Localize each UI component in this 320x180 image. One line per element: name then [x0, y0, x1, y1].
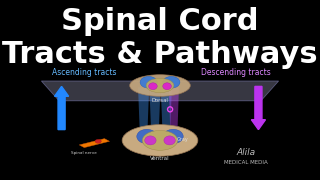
Ellipse shape — [122, 125, 198, 156]
Text: Alila: Alila — [236, 148, 255, 157]
Ellipse shape — [163, 83, 171, 90]
Ellipse shape — [163, 76, 180, 88]
Text: Gray: Gray — [177, 137, 188, 142]
Ellipse shape — [140, 76, 157, 88]
Ellipse shape — [142, 130, 178, 150]
Text: Spinal nerve: Spinal nerve — [71, 151, 97, 155]
Text: Spinal Cord: Spinal Cord — [61, 7, 259, 36]
Ellipse shape — [146, 78, 174, 93]
Ellipse shape — [95, 139, 101, 143]
Ellipse shape — [130, 75, 190, 96]
Polygon shape — [41, 81, 279, 101]
Polygon shape — [149, 87, 161, 133]
Polygon shape — [138, 87, 149, 133]
Ellipse shape — [164, 136, 175, 145]
Text: Ascending tracts: Ascending tracts — [52, 68, 116, 76]
Polygon shape — [161, 87, 172, 133]
Polygon shape — [169, 87, 179, 133]
Ellipse shape — [145, 136, 156, 145]
Ellipse shape — [137, 129, 157, 144]
Text: MEDICAL MEDIA: MEDICAL MEDIA — [224, 159, 268, 165]
Text: Dorsal: Dorsal — [152, 98, 168, 103]
Text: Ventral: Ventral — [150, 156, 170, 161]
Ellipse shape — [149, 83, 157, 90]
Text: Tracts & Pathways: Tracts & Pathways — [2, 39, 318, 69]
FancyArrow shape — [54, 86, 69, 130]
Text: Descending tracts: Descending tracts — [201, 68, 271, 76]
Ellipse shape — [163, 129, 183, 144]
Polygon shape — [79, 139, 109, 148]
FancyArrow shape — [251, 86, 266, 130]
